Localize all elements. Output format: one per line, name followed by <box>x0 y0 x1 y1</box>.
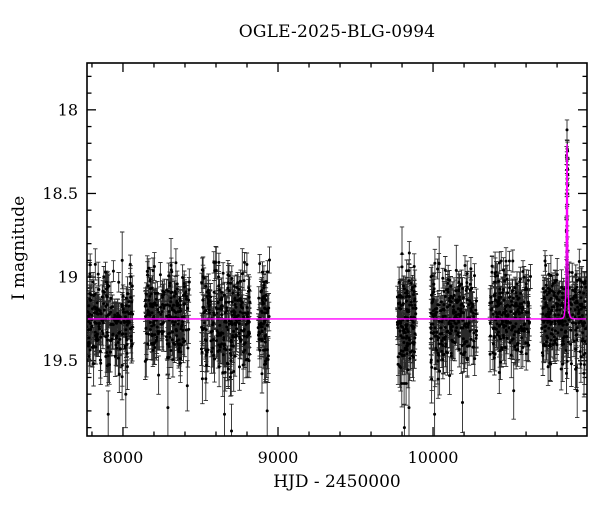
tick-labels: 8000 9000 10000 18 18.5 19 19.5 <box>42 100 458 467</box>
y-tick-label: 18 <box>58 100 78 119</box>
y-tick-label: 18.5 <box>42 184 78 203</box>
x-tick-label: 10000 <box>408 448 459 467</box>
y-tick-label: 19.5 <box>42 351 78 370</box>
model-curve <box>87 144 587 320</box>
x-tick-label: 8000 <box>103 448 144 467</box>
chart-title: OGLE-2025-BLG-0994 <box>238 22 436 42</box>
x-tick-label: 9000 <box>258 448 299 467</box>
axis-ticks <box>87 63 587 436</box>
x-axis-label: HJD - 2450000 <box>273 472 401 492</box>
data-points-layer <box>87 119 587 436</box>
axis-frame <box>86 62 588 437</box>
y-tick-label: 19 <box>58 268 78 287</box>
